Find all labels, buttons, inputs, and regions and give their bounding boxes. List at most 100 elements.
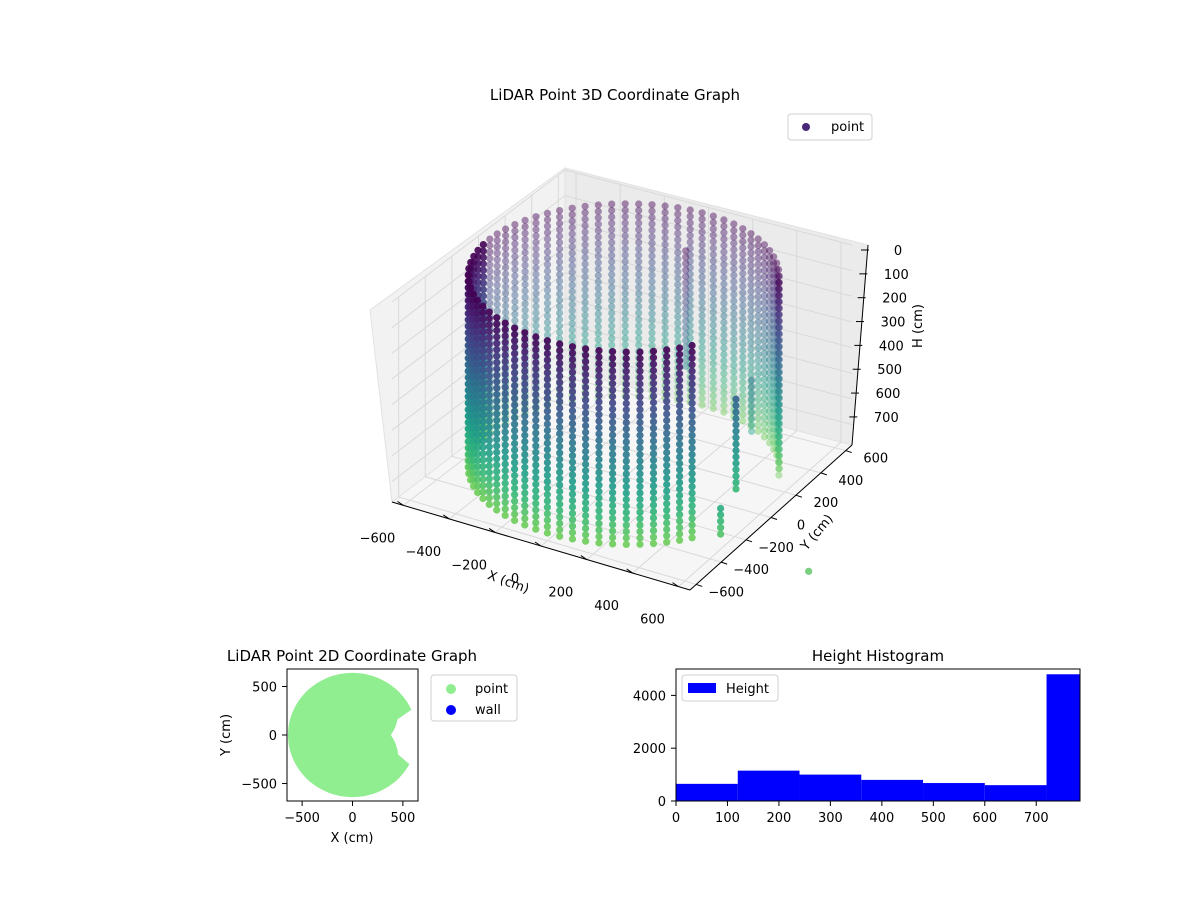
cloud-point <box>621 296 629 304</box>
cloud-point <box>766 362 774 370</box>
cloud-point <box>622 393 630 401</box>
cloud-point <box>510 427 519 435</box>
cloud-point <box>760 375 769 383</box>
cloud-point <box>635 309 643 317</box>
cloud-point <box>609 457 617 465</box>
cloud-point <box>622 419 630 427</box>
cloud-point <box>775 324 783 332</box>
cloud-point <box>760 324 769 332</box>
cloud-point <box>479 430 487 438</box>
cloud-point <box>648 342 656 350</box>
x-axis-label-2d: X (cm) <box>331 831 374 846</box>
cloud-point <box>730 367 738 376</box>
cloud-point <box>521 319 529 327</box>
cloud-point <box>649 469 658 477</box>
cloud-point <box>595 385 603 393</box>
cloud-point <box>581 273 589 281</box>
cloud-point <box>582 518 590 526</box>
cloud-point <box>773 451 781 459</box>
cloud-point <box>501 345 509 353</box>
cloud-point <box>543 261 552 269</box>
cloud-point <box>521 374 529 382</box>
cloud-point <box>485 423 493 432</box>
histogram-bars <box>676 674 1080 801</box>
cloud-point <box>474 386 482 394</box>
cloud-point <box>698 369 706 377</box>
cloud-point <box>754 235 762 243</box>
cloud-point <box>568 249 576 257</box>
legend-2d: point wall <box>430 674 518 722</box>
cloud-point <box>622 483 630 491</box>
cloud-point <box>674 281 682 289</box>
cloud-point <box>775 419 783 427</box>
cloud-point <box>709 295 717 303</box>
cloud-point <box>775 381 783 389</box>
cloud-point <box>720 306 728 314</box>
cloud-point <box>609 425 617 433</box>
cloud-point <box>674 332 682 340</box>
cloud-point <box>608 303 616 311</box>
cloud-point <box>510 401 519 409</box>
cloud-point <box>732 472 740 480</box>
cloud-point <box>532 359 540 367</box>
cloud-point <box>648 213 656 222</box>
cloud-point <box>720 389 728 397</box>
cloud-point <box>485 436 493 444</box>
cloud-point <box>770 439 778 447</box>
cloud-point <box>775 343 783 351</box>
cloud-point <box>676 536 684 544</box>
cloud-point <box>595 468 603 476</box>
cloud-point <box>661 253 669 261</box>
cloud-point <box>493 346 501 354</box>
cloud-point <box>676 344 684 352</box>
cloud-point <box>663 378 671 386</box>
cloud-point <box>581 324 589 332</box>
cloud-point <box>698 311 706 319</box>
cloud-point <box>773 278 781 286</box>
cloud-point <box>511 221 519 229</box>
cloud-point <box>556 391 564 399</box>
cloud-point <box>648 226 656 234</box>
cloud-point <box>754 312 762 320</box>
x-tick-label-3d: −200 <box>451 558 487 573</box>
cloud-point <box>543 375 552 383</box>
cloud-point <box>594 271 602 280</box>
cloud-point <box>485 340 493 348</box>
cloud-point <box>521 482 529 491</box>
cloud-point <box>493 397 501 405</box>
cloud-point <box>510 356 519 364</box>
cloud-point <box>754 241 762 249</box>
cloud-point <box>581 222 589 230</box>
cloud-point <box>582 364 590 372</box>
cloud-point <box>773 406 781 415</box>
cloud-point <box>739 282 747 290</box>
cloud-point <box>501 402 509 410</box>
cloud-point <box>486 280 494 288</box>
cloud-point <box>608 328 616 336</box>
y-tick-label-3d: 600 <box>863 452 888 467</box>
cloud-point <box>770 387 778 395</box>
cloud-point <box>486 254 494 262</box>
cloud-point <box>775 375 783 383</box>
cloud-point <box>720 280 728 288</box>
cloud-point <box>474 431 482 439</box>
cloud-point <box>479 273 487 281</box>
cloud-point <box>501 492 509 500</box>
cloud-point <box>770 272 778 280</box>
cloud-point <box>649 366 658 375</box>
cloud-point <box>770 445 778 453</box>
cloud-point <box>739 269 747 278</box>
cloud-point <box>532 512 540 521</box>
cloud-point <box>594 323 602 331</box>
legend-label-point: point <box>831 120 864 135</box>
cloud-point <box>775 336 783 345</box>
cloud-point <box>609 476 617 484</box>
cloud-point <box>676 498 684 506</box>
cloud-point <box>770 419 778 427</box>
cloud-point <box>649 456 658 464</box>
cloud-point <box>501 377 509 385</box>
cloud-point <box>511 297 519 306</box>
cloud-point <box>501 396 509 404</box>
cloud-point <box>622 521 630 529</box>
cloud-point <box>621 225 629 233</box>
